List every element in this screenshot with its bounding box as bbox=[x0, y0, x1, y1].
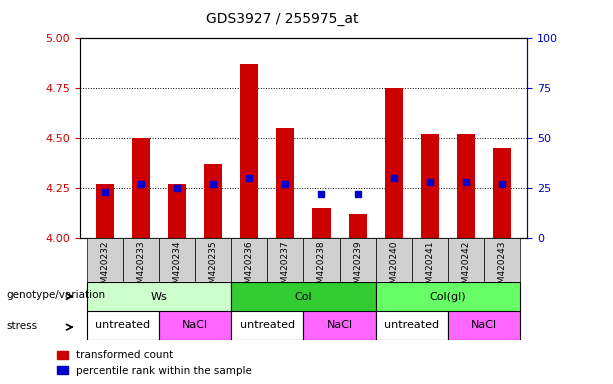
FancyBboxPatch shape bbox=[376, 282, 520, 311]
Text: GDS3927 / 255975_at: GDS3927 / 255975_at bbox=[206, 12, 358, 25]
Text: GSM420239: GSM420239 bbox=[353, 240, 362, 295]
Text: GSM420243: GSM420243 bbox=[497, 240, 506, 295]
Text: untreated: untreated bbox=[384, 320, 440, 331]
FancyBboxPatch shape bbox=[123, 238, 159, 282]
Bar bbox=[240, 65, 258, 238]
FancyBboxPatch shape bbox=[159, 238, 195, 282]
Text: stress: stress bbox=[6, 321, 37, 331]
Text: GSM420242: GSM420242 bbox=[462, 240, 470, 295]
Bar bbox=[457, 134, 475, 238]
Bar bbox=[493, 148, 511, 238]
Text: GSM420237: GSM420237 bbox=[281, 240, 290, 295]
Text: GSM420234: GSM420234 bbox=[173, 240, 181, 295]
FancyBboxPatch shape bbox=[340, 238, 376, 282]
Text: NaCl: NaCl bbox=[327, 320, 352, 331]
Text: GSM420238: GSM420238 bbox=[317, 240, 326, 295]
Text: Col(gl): Col(gl) bbox=[430, 291, 466, 302]
Bar bbox=[168, 184, 186, 238]
Bar bbox=[349, 214, 367, 238]
Bar bbox=[204, 164, 223, 238]
FancyBboxPatch shape bbox=[87, 238, 123, 282]
Bar bbox=[313, 208, 330, 238]
Text: NaCl: NaCl bbox=[471, 320, 497, 331]
Text: untreated: untreated bbox=[240, 320, 295, 331]
Text: untreated: untreated bbox=[96, 320, 151, 331]
Text: GSM420235: GSM420235 bbox=[208, 240, 218, 295]
Text: GSM420232: GSM420232 bbox=[101, 240, 110, 295]
FancyBboxPatch shape bbox=[87, 282, 231, 311]
Legend: transformed count, percentile rank within the sample: transformed count, percentile rank withi… bbox=[54, 348, 255, 379]
FancyBboxPatch shape bbox=[159, 311, 231, 340]
FancyBboxPatch shape bbox=[447, 311, 520, 340]
Text: GSM420241: GSM420241 bbox=[425, 240, 434, 295]
Bar bbox=[96, 184, 114, 238]
FancyBboxPatch shape bbox=[87, 311, 159, 340]
Bar bbox=[132, 138, 150, 238]
FancyBboxPatch shape bbox=[231, 238, 267, 282]
Text: Col: Col bbox=[295, 291, 312, 302]
FancyBboxPatch shape bbox=[303, 238, 340, 282]
Text: GSM420233: GSM420233 bbox=[137, 240, 145, 295]
Bar bbox=[421, 134, 439, 238]
FancyBboxPatch shape bbox=[412, 238, 447, 282]
FancyBboxPatch shape bbox=[484, 238, 520, 282]
FancyBboxPatch shape bbox=[303, 311, 376, 340]
FancyBboxPatch shape bbox=[376, 238, 412, 282]
Text: GSM420236: GSM420236 bbox=[245, 240, 254, 295]
Text: Ws: Ws bbox=[151, 291, 167, 302]
FancyBboxPatch shape bbox=[231, 311, 303, 340]
Text: genotype/variation: genotype/variation bbox=[6, 290, 105, 300]
FancyBboxPatch shape bbox=[376, 311, 447, 340]
Bar bbox=[384, 88, 403, 238]
Text: NaCl: NaCl bbox=[182, 320, 208, 331]
Bar bbox=[276, 128, 294, 238]
FancyBboxPatch shape bbox=[231, 282, 376, 311]
FancyBboxPatch shape bbox=[195, 238, 231, 282]
FancyBboxPatch shape bbox=[447, 238, 484, 282]
Text: GSM420240: GSM420240 bbox=[389, 240, 398, 295]
FancyBboxPatch shape bbox=[267, 238, 303, 282]
